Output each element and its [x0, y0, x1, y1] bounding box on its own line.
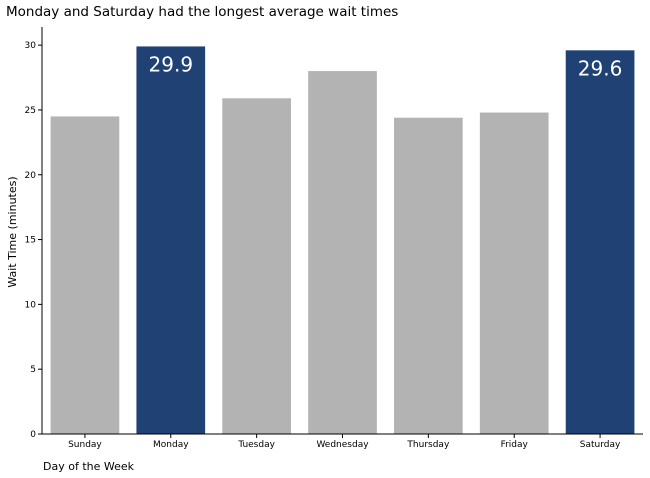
chart-title: Monday and Saturday had the longest aver… — [6, 4, 398, 20]
y-axis-label: Wait Time (minutes) — [6, 176, 19, 287]
bar-group: 29.9 29.6 — [50, 46, 635, 435]
x-tick-label-sunday: Sunday — [68, 440, 102, 450]
bar-saturday — [565, 50, 635, 434]
x-axis-ticks: Sunday Monday Tuesday Wednesday Thursday Frid… — [68, 434, 621, 450]
bar-friday — [479, 112, 549, 435]
bar-thursday — [394, 117, 463, 434]
y-tick-label-10: 10 — [25, 300, 37, 310]
y-axis-ticks: 0 5 10 15 20 25 30 — [25, 41, 42, 440]
bar-tuesday — [222, 98, 291, 434]
x-axis-label: Day of the Week — [43, 460, 135, 473]
y-tick-label-15: 15 — [25, 236, 36, 246]
x-tick-label-friday: Friday — [501, 440, 529, 450]
x-tick-label-tuesday: Tuesday — [237, 440, 275, 450]
bar-monday — [136, 46, 206, 434]
y-tick-label-25: 25 — [25, 106, 36, 116]
y-tick-label-5: 5 — [30, 365, 36, 375]
bar-wednesday — [308, 71, 377, 434]
y-tick-label-20: 20 — [25, 171, 37, 181]
y-tick-label-0: 0 — [30, 430, 36, 440]
y-tick-label-30: 30 — [25, 41, 37, 51]
data-label-monday: 29.9 — [149, 52, 194, 76]
x-tick-label-saturday: Saturday — [580, 440, 621, 450]
x-tick-label-monday: Monday — [153, 440, 189, 450]
x-tick-label-thursday: Thursday — [406, 440, 450, 450]
data-label-saturday: 29.6 — [578, 56, 623, 80]
x-tick-label-wednesday: Wednesday — [316, 440, 369, 450]
bar-sunday — [50, 116, 120, 434]
